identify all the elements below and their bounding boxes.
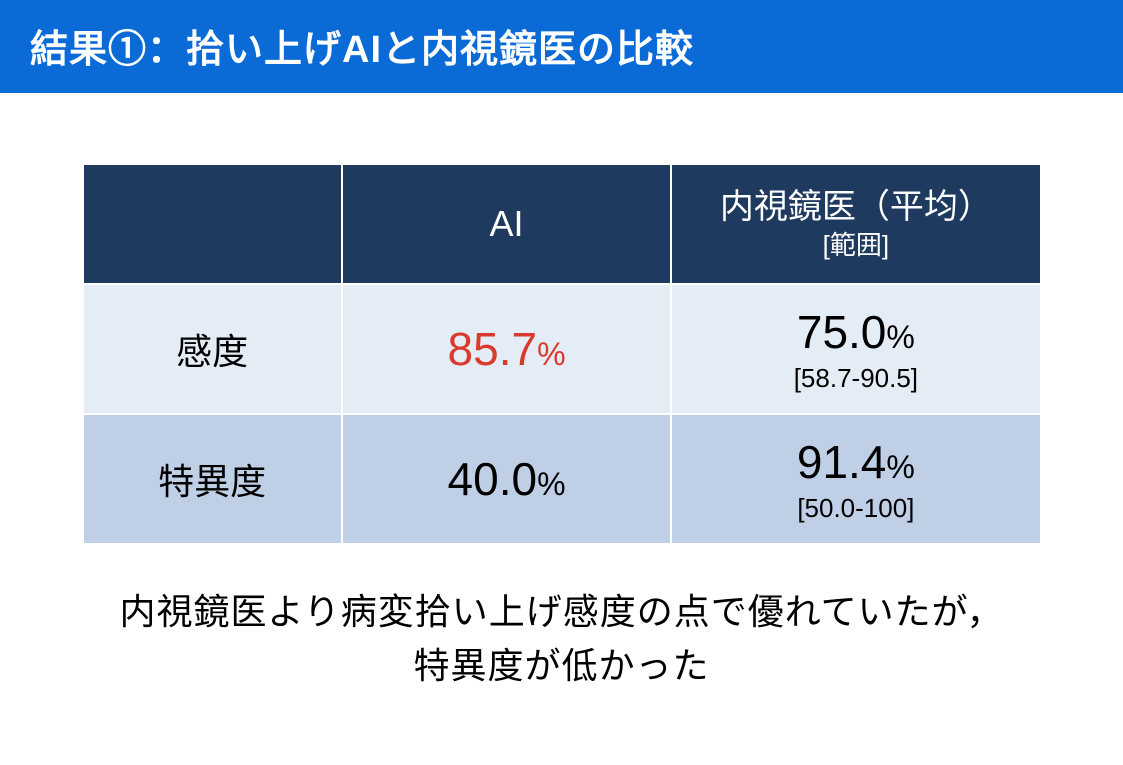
percent-sign: % — [537, 466, 565, 502]
table-row: 感度 85.7% 75.0% [58.7-90.5] — [83, 284, 1041, 414]
cell-ai: 40.0% — [342, 414, 671, 544]
percent-sign: % — [886, 319, 914, 355]
title-bar: 結果①：拾い上げAIと内視鏡医の比較 — [0, 0, 1123, 93]
table-row: 特異度 40.0% 91.4% [50.0-100] — [83, 414, 1041, 544]
row-label: 感度 — [83, 284, 342, 414]
endo-range: [50.0-100] — [672, 493, 1039, 524]
header-endo-line1: 内視鏡医（平均） — [672, 185, 1039, 229]
header-ai: AI — [342, 164, 671, 284]
endo-value: 75.0 — [797, 306, 887, 358]
endo-range: [58.7-90.5] — [672, 363, 1039, 394]
header-blank — [83, 164, 342, 284]
ai-value: 85.7 — [448, 323, 538, 375]
header-endo-line2: [範囲] — [672, 229, 1039, 263]
endo-value: 91.4 — [797, 436, 887, 488]
table-header-row: AI 内視鏡医（平均） [範囲] — [83, 164, 1041, 284]
ai-value: 40.0 — [448, 453, 538, 505]
comparison-table: AI 内視鏡医（平均） [範囲] 感度 85.7% 75.0% [58.7-90… — [82, 163, 1042, 545]
header-endoscopist: 内視鏡医（平均） [範囲] — [671, 164, 1040, 284]
caption: 内視鏡医より病変拾い上げ感度の点で優れていたが， 特異度が低かった — [119, 585, 1003, 693]
cell-endo: 91.4% [50.0-100] — [671, 414, 1040, 544]
cell-endo: 75.0% [58.7-90.5] — [671, 284, 1040, 414]
row-label: 特異度 — [83, 414, 342, 544]
percent-sign: % — [886, 449, 914, 485]
percent-sign: % — [537, 336, 565, 372]
page-title: 結果①：拾い上げAIと内視鏡医の比較 — [30, 18, 1093, 73]
caption-line1: 内視鏡医より病変拾い上げ感度の点で優れていたが， — [119, 591, 1003, 632]
cell-ai: 85.7% — [342, 284, 671, 414]
caption-line2: 特異度が低かった — [413, 645, 709, 686]
content-area: AI 内視鏡医（平均） [範囲] 感度 85.7% 75.0% [58.7-90… — [0, 93, 1123, 693]
